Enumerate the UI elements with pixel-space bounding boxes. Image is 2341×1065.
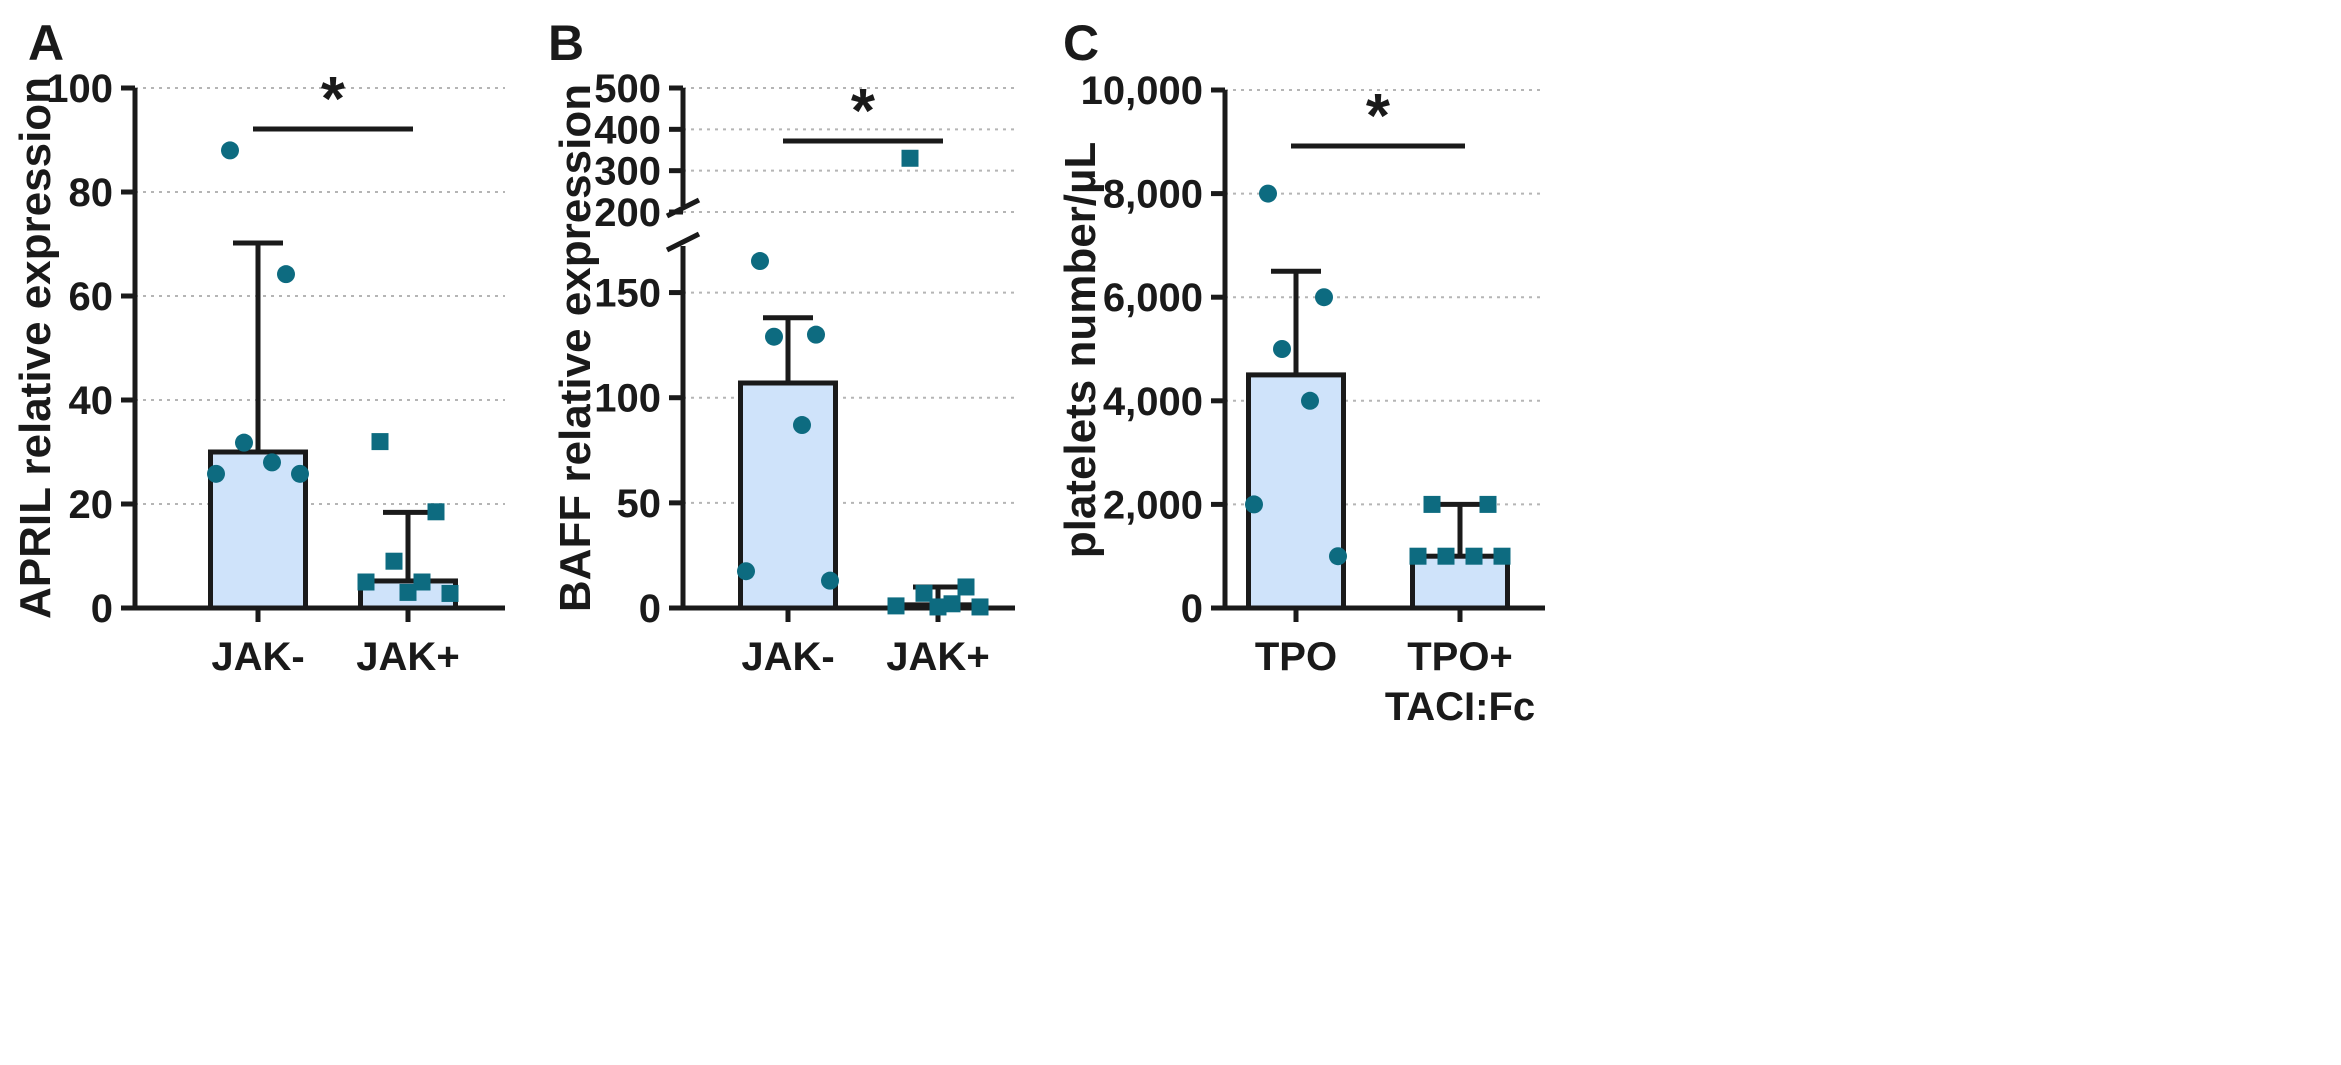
data-point-circle xyxy=(807,325,825,344)
y-axis-title: BAFF relative expression xyxy=(551,84,600,612)
significance-star: * xyxy=(321,65,346,134)
y-tick-label: 0 xyxy=(639,587,661,631)
data-point-square xyxy=(1479,495,1497,513)
y-tick-label: 8,000 xyxy=(1103,173,1203,217)
y-tick-label: 40 xyxy=(69,379,114,423)
data-point-circle xyxy=(821,571,839,590)
x-tick-label: JAK- xyxy=(741,635,834,679)
data-point-square xyxy=(915,584,933,602)
y-tick-label: 4,000 xyxy=(1103,380,1203,424)
data-point-circle xyxy=(277,265,295,284)
data-point-circle xyxy=(221,141,239,160)
data-point-square xyxy=(929,598,947,616)
bar xyxy=(738,380,838,611)
data-point-circle xyxy=(793,416,811,435)
y-tick-label: 100 xyxy=(46,67,113,111)
data-point-circle xyxy=(765,327,783,346)
y-tick-label: 150 xyxy=(594,272,661,316)
data-point-square xyxy=(427,503,445,521)
y-axis-title: APRIL relative expression xyxy=(11,77,60,619)
x-tick-label: JAK- xyxy=(211,635,304,679)
y-tick-label: 2,000 xyxy=(1103,483,1203,527)
data-point-circle xyxy=(291,464,309,483)
data-point-square xyxy=(385,552,403,570)
data-point-square xyxy=(413,573,431,591)
data-point-circle xyxy=(235,433,253,452)
significance-star: * xyxy=(851,77,876,146)
y-tick-label: 6,000 xyxy=(1103,276,1203,320)
data-point-square xyxy=(399,583,417,601)
y-tick-label: 60 xyxy=(69,275,114,319)
data-point-circle xyxy=(1259,184,1277,203)
y-tick-label: 100 xyxy=(594,377,661,421)
data-point-square xyxy=(357,573,375,591)
x-tick-label: TPO xyxy=(1255,635,1337,679)
x-tick-label: TACI:Fc xyxy=(1385,685,1535,729)
data-point-square xyxy=(887,597,905,615)
y-tick-label: 500 xyxy=(594,67,661,111)
panel-label: B xyxy=(548,15,584,71)
data-point-square xyxy=(1409,547,1427,565)
y-tick-label: 10,000 xyxy=(1081,69,1203,113)
data-point-circle xyxy=(1273,340,1291,358)
data-point-square xyxy=(943,595,961,613)
panel-c-chart: C 0 2,000 4,000 6,000 8,000 10,000 platelets nu… xyxy=(1056,15,1545,729)
data-point-square xyxy=(1423,495,1441,513)
y-tick-label: 400 xyxy=(594,108,661,152)
data-point-square xyxy=(971,598,989,616)
bar xyxy=(1246,372,1346,611)
significance-star: * xyxy=(1366,82,1391,151)
y-tick-label: 80 xyxy=(69,171,114,215)
y-tick-label: 0 xyxy=(91,587,113,631)
data-point-square xyxy=(957,578,975,596)
data-point-square xyxy=(1437,547,1455,565)
data-point-square xyxy=(1493,547,1511,565)
axis-break-mark xyxy=(665,231,701,253)
data-point-circle xyxy=(1315,288,1333,307)
data-point-circle xyxy=(263,453,281,472)
x-tick-label: TPO+ xyxy=(1407,635,1513,679)
y-tick-label: 300 xyxy=(594,150,661,194)
data-point-circle xyxy=(1301,391,1319,410)
data-point-circle xyxy=(751,252,769,271)
data-point-square xyxy=(441,584,459,602)
panel-label: C xyxy=(1063,15,1099,71)
data-point-square xyxy=(371,433,389,451)
y-tick-label: 200 xyxy=(594,191,661,235)
data-point-circle xyxy=(1329,547,1347,566)
data-point-circle xyxy=(207,464,225,483)
y-tick-label: 50 xyxy=(617,482,662,526)
y-axis-title: platelets number/µL xyxy=(1056,142,1105,559)
bar xyxy=(1410,553,1510,611)
data-point-circle xyxy=(1245,495,1263,514)
bar xyxy=(208,449,308,611)
data-point-circle xyxy=(737,562,755,581)
y-tick-label: 20 xyxy=(69,483,114,527)
x-tick-label: JAK+ xyxy=(356,635,459,679)
panel-label: A xyxy=(28,15,64,71)
y-tick-label: 0 xyxy=(1181,587,1203,631)
x-tick-label: JAK+ xyxy=(886,635,989,679)
data-point-square xyxy=(901,149,919,167)
data-point-square xyxy=(1465,547,1483,565)
